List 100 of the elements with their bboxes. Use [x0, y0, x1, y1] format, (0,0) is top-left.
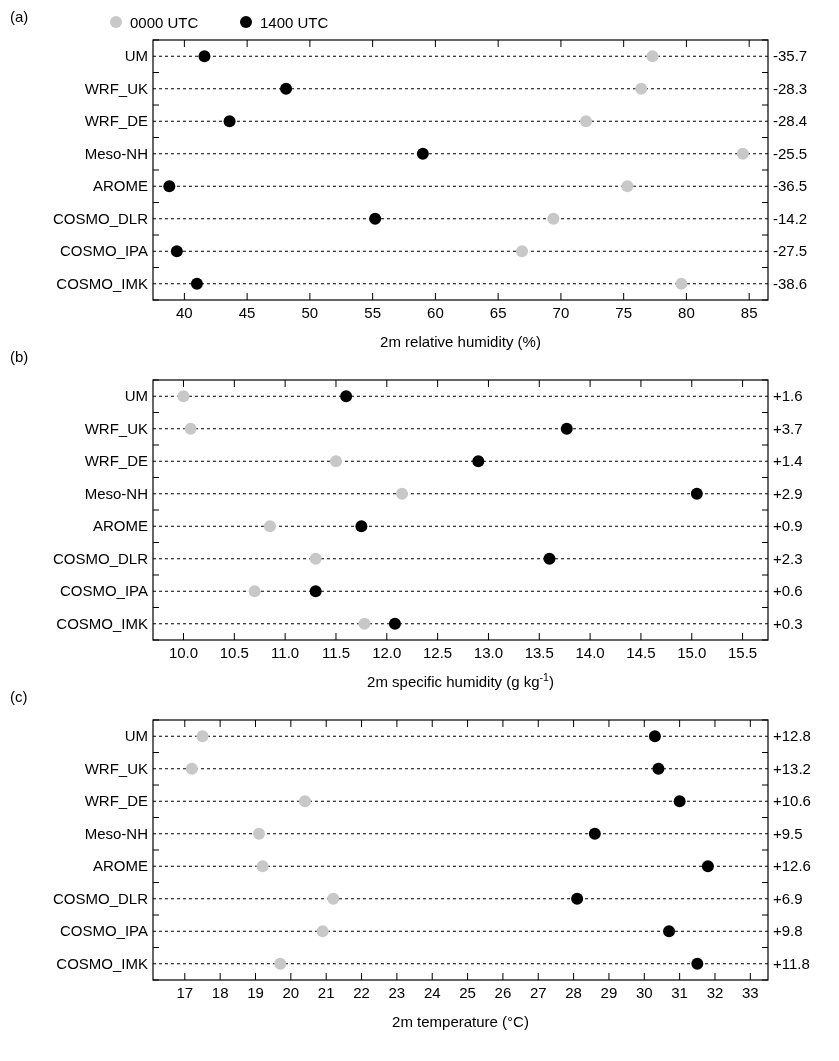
x-tick-label: 24	[423, 984, 441, 1001]
x-tick-label: 26	[494, 984, 512, 1001]
x-tick-label: 12.5	[423, 644, 453, 661]
point	[340, 390, 353, 403]
point	[184, 422, 197, 435]
x-tick-label: 32	[706, 984, 724, 1001]
x-tick-label: 50	[301, 304, 319, 321]
text: +1.6	[773, 387, 803, 405]
point	[196, 730, 209, 743]
text: +12.6	[773, 857, 811, 875]
text: +3.7	[773, 419, 803, 437]
x-tick-label: 10.0	[168, 644, 199, 661]
y-tick-label: COSMO_DLR	[52, 549, 149, 567]
point	[646, 50, 659, 63]
x-tick-label: 21	[317, 984, 335, 1001]
point	[547, 212, 560, 225]
text: -28.4	[773, 112, 808, 130]
x-tick-label: 12.0	[372, 644, 402, 661]
x-tick-label: 31	[671, 984, 688, 1001]
text: -35.7	[773, 47, 808, 65]
x-tick-label: 33	[741, 984, 759, 1001]
text: +2.9	[773, 484, 803, 502]
point	[177, 390, 190, 403]
x-tick-label: 28	[565, 984, 582, 1001]
point	[248, 585, 261, 598]
point	[701, 860, 714, 873]
point	[263, 520, 276, 533]
point	[388, 617, 401, 630]
text: -28.3	[773, 79, 808, 97]
text: (c)	[10, 688, 28, 705]
y-tick-label: WRF_UK	[84, 419, 148, 437]
legend-label: 0000 UTC	[130, 13, 199, 31]
point	[621, 180, 634, 193]
point	[327, 892, 340, 905]
y-tick-label: Meso-NH	[84, 824, 148, 842]
text: -27.5	[773, 242, 808, 260]
point	[673, 795, 686, 808]
x-tick-label: 80	[678, 304, 695, 321]
x-tick-label: 45	[238, 304, 256, 321]
point	[253, 827, 266, 840]
y-tick-label: Meso-NH	[84, 484, 148, 502]
x-tick-label: 15.0	[677, 644, 707, 661]
text: +2.3	[773, 549, 803, 567]
point	[309, 585, 322, 598]
y-tick-label: WRF_DE	[84, 112, 148, 130]
point	[163, 180, 176, 193]
x-tick-label: 30	[635, 984, 653, 1001]
text: +13.2	[773, 759, 811, 777]
x-axis-title: 2m specific humidity (g kg$^{-1}$)	[367, 671, 554, 690]
x-tick-label: 11.0	[271, 644, 300, 661]
point	[516, 245, 528, 258]
point	[580, 115, 593, 128]
point	[543, 552, 556, 565]
x-tick-label: 25	[459, 984, 476, 1001]
point	[198, 50, 211, 63]
x-tick-label: 27	[529, 984, 547, 1001]
point	[329, 455, 342, 468]
point	[298, 795, 311, 808]
point	[396, 487, 409, 500]
point	[256, 860, 269, 873]
point	[170, 245, 183, 258]
x-tick-label: 17	[176, 984, 194, 1001]
y-tick-label: COSMO_IMK	[56, 274, 148, 292]
point	[355, 520, 368, 533]
text: +12.8	[773, 727, 811, 745]
point	[571, 892, 584, 905]
point	[560, 422, 573, 435]
y-tick-label: WRF_UK	[84, 759, 148, 777]
point	[663, 925, 676, 938]
x-tick-label: 55	[364, 304, 381, 321]
text: +1.4	[773, 452, 803, 470]
x-tick-label: 29	[600, 984, 618, 1001]
x-axis-title: 2m temperature (°C)	[392, 1013, 529, 1030]
text: +10.6	[773, 792, 811, 810]
x-tick-label: 75	[615, 304, 633, 321]
x-tick-label: 13.5	[524, 644, 554, 661]
point	[190, 277, 203, 290]
x-tick-label: 18	[211, 984, 229, 1001]
point	[358, 617, 371, 630]
point	[309, 552, 322, 565]
point	[675, 277, 688, 290]
text: -14.2	[773, 209, 808, 227]
y-tick-label: UM	[124, 47, 148, 65]
x-tick-label: 40	[176, 304, 193, 321]
point	[472, 455, 485, 468]
point	[652, 762, 665, 775]
point	[588, 827, 601, 840]
x-tick-label: 65	[489, 304, 507, 321]
text: +6.9	[773, 889, 803, 907]
x-tick-label: 14.0	[575, 644, 605, 661]
y-tick-label: COSMO_IPA	[59, 582, 148, 600]
x-tick-label: 15.5	[727, 644, 758, 661]
y-tick-label: COSMO_IMK	[56, 614, 148, 632]
x-tick-label: 20	[282, 984, 300, 1001]
y-tick-label: COSMO_DLR	[52, 889, 149, 907]
y-tick-label: WRF_DE	[84, 452, 148, 470]
y-tick-label: COSMO_IPA	[59, 242, 148, 260]
y-tick-label: Meso-NH	[84, 144, 148, 162]
point	[274, 957, 287, 970]
point	[736, 147, 749, 160]
